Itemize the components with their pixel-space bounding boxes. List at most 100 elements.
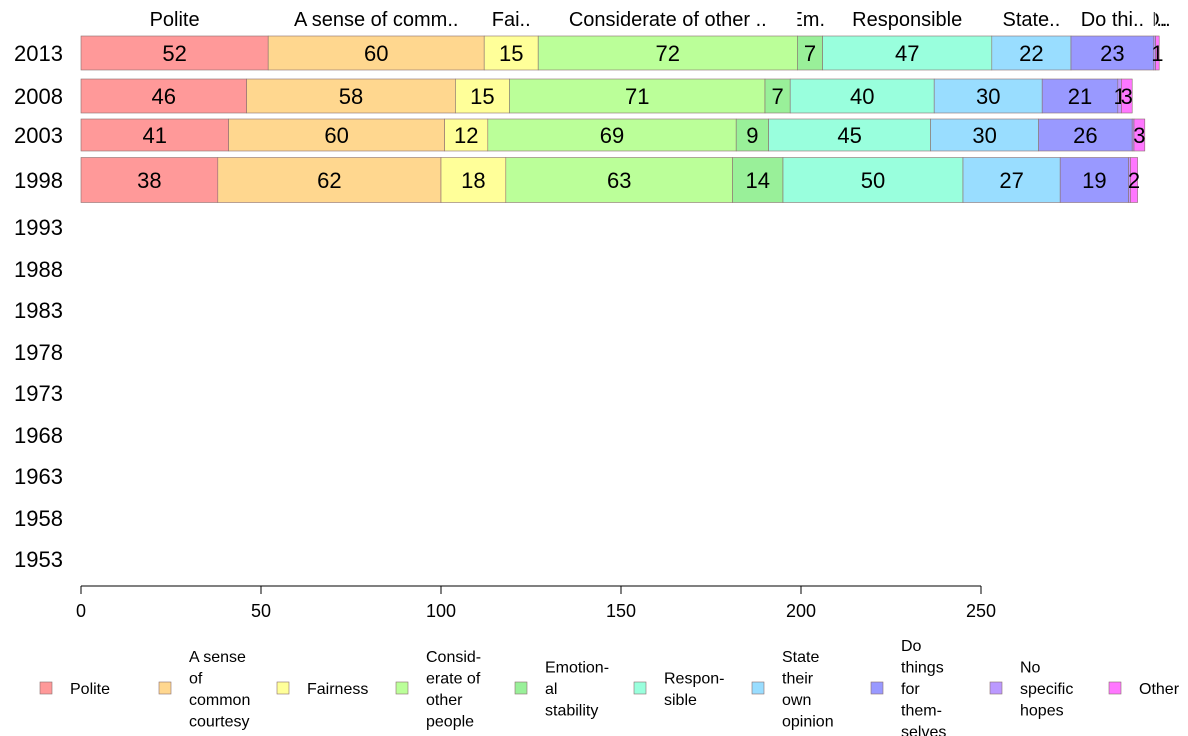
year-label-1968: 1968	[14, 423, 63, 448]
legend-label-4: Emotion-al stability	[545, 660, 609, 720]
legend-label-3: Consid-erate of other people	[426, 649, 481, 731]
bar-label-1998-3: 63	[607, 168, 631, 193]
year-labels: 2013 2008 2003 1998 1993 1988 1983 1978 1973 1968…	[14, 41, 63, 572]
bar-2003-seg-2	[444, 118, 489, 152]
bar-2008-seg-4	[764, 78, 791, 114]
x-tick-label-150: 150	[606, 601, 636, 621]
bar-label-2008-5: 40	[850, 84, 874, 109]
bar-2013-seg-6	[991, 35, 1072, 71]
bar-label-2003-6: 30	[972, 123, 996, 148]
legend-label-6: State their own opinion	[782, 649, 834, 731]
year-label-1953: 1953	[14, 547, 63, 572]
bar-1998-seg-4	[732, 157, 784, 203]
bar-label-2008-0: 46	[152, 84, 176, 109]
bar-label-1998-2: 18	[461, 168, 485, 193]
year-label-1958: 1958	[14, 506, 63, 531]
year-label-2003: 2003	[14, 123, 63, 148]
x-tick-label-0: 0	[76, 601, 86, 621]
bar-2008-seg-3	[509, 78, 766, 114]
bar-2003-seg-3	[487, 118, 737, 152]
bar-label-2008-9: 3	[1121, 84, 1133, 109]
bar-label-1998-9: 2	[1128, 168, 1140, 193]
year-label-2013: 2013	[14, 41, 63, 66]
x-tick-label-50: 50	[251, 601, 271, 621]
year-label-1993: 1993	[14, 215, 63, 240]
year-label-1998: 1998	[14, 168, 63, 193]
x-axis: 0 50 100 150 200 250	[76, 585, 996, 621]
bar-1998-seg-6	[962, 157, 1061, 203]
bar-label-2008-3: 71	[625, 84, 649, 109]
legend-swatch-8	[989, 681, 1003, 695]
bar-2008-seg-1	[246, 78, 456, 114]
bar-label-2003-3: 69	[600, 123, 624, 148]
bar-label-2003-9: 3	[1133, 123, 1145, 148]
bar-label-2008-1: 58	[339, 84, 363, 109]
year-label-1963: 1963	[14, 464, 63, 489]
column-header-2: Fai..	[492, 9, 531, 31]
bar-label-2003-1: 60	[324, 123, 348, 148]
bar-2003-seg-7	[1038, 118, 1133, 152]
legend-label-5: Respon-sible	[664, 670, 724, 709]
bar-2003-seg-0	[80, 118, 229, 152]
bar-label-2013-4: 7	[804, 41, 816, 66]
bar-label-2013-0: 52	[162, 41, 186, 66]
year-label-1983: 1983	[14, 298, 63, 323]
bar-label-1998-0: 38	[137, 168, 161, 193]
bar-label-2013-7: 23	[1100, 41, 1124, 66]
bar-2008-seg-2	[455, 78, 510, 114]
legend-label-7: Do things for them-selves	[901, 638, 946, 736]
bar-2008-seg-5	[789, 78, 935, 114]
bar-label-2013-1: 60	[364, 41, 388, 66]
bar-label-2008-4: 7	[771, 84, 783, 109]
bar-label-2008-2: 15	[470, 84, 494, 109]
bar-2003-seg-5	[768, 118, 931, 152]
legend-label-1: A sense of common courtesy	[189, 649, 250, 731]
x-tick-label-100: 100	[426, 601, 456, 621]
legend-swatch-2	[276, 681, 290, 695]
legend-label-9: Other	[1139, 681, 1180, 698]
legend-swatch-4	[514, 681, 528, 695]
bar-2013-seg-5	[822, 35, 993, 71]
year-label-1973: 1973	[14, 381, 63, 406]
legend-label-8: No specific hopes	[1020, 660, 1073, 720]
bar-2013-seg-1	[267, 35, 485, 71]
x-tick-label-200: 200	[786, 601, 816, 621]
bar-1998-seg-7	[1059, 157, 1129, 203]
bar-label-2013-9: 1	[1151, 41, 1163, 66]
year-label-2008: 2008	[14, 84, 63, 109]
legend-swatch-1	[158, 681, 172, 695]
bar-2013-seg-7	[1070, 35, 1155, 71]
legend: Polite A sense of common courtesy Fairness Con…	[39, 638, 1180, 736]
column-header-8: N..	[1142, 9, 1168, 31]
bar-label-2003-4: 9	[746, 123, 758, 148]
legend-label-0: Polite	[70, 681, 110, 698]
column-header-3: Considerate of other ..	[569, 9, 767, 31]
bar-label-2013-2: 15	[499, 41, 523, 66]
bar-label-2013-5: 47	[895, 41, 919, 66]
bar-2003-seg-1	[228, 118, 445, 152]
bar-2003-seg-6	[930, 118, 1039, 152]
bar-label-2003-0: 41	[143, 123, 167, 148]
legend-swatch-9	[1108, 681, 1122, 695]
column-header-5: Responsible	[852, 9, 962, 31]
bar-2003-seg-9	[1133, 118, 1146, 152]
column-header-7: Do thi..	[1081, 9, 1144, 31]
bar-label-1998-7: 19	[1082, 168, 1106, 193]
bar-1998-seg-9	[1130, 157, 1138, 203]
bar-label-2013-3: 72	[656, 41, 680, 66]
bar-1998-seg-3	[505, 157, 733, 203]
x-tick-label-250: 250	[966, 601, 996, 621]
bar-label-1998-5: 50	[861, 168, 885, 193]
column-header-4: Em..	[789, 9, 830, 31]
column-headers: Polite A sense of comm.. Fai.. Considerate …	[150, 9, 1171, 31]
column-header-9: O..	[1144, 9, 1171, 31]
legend-swatch-3	[395, 681, 409, 695]
bar-1998-seg-2	[440, 157, 507, 203]
column-header-0: Polite	[150, 9, 200, 31]
bar-2008-seg-6	[933, 78, 1043, 114]
bar-2013-seg-9	[1155, 35, 1160, 71]
legend-label-2: Fairness	[307, 681, 368, 698]
bar-2013-seg-3	[537, 35, 798, 71]
bar-label-1998-4: 14	[746, 168, 770, 193]
